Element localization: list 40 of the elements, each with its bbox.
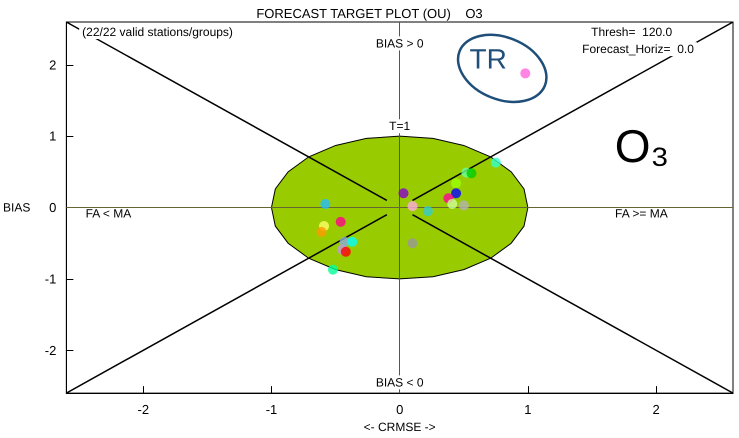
y-tick-label: 2 — [49, 57, 56, 72]
point — [451, 178, 462, 188]
y-tick-label: 1 — [49, 128, 56, 144]
annotation: FA < MA — [86, 206, 132, 220]
annotation: (22/22 valid stations/groups) — [82, 24, 233, 39]
y-axis-title: BIAS — [2, 200, 30, 215]
point — [520, 68, 530, 78]
point — [422, 206, 433, 216]
x-tick-label: 1 — [524, 402, 532, 418]
point — [490, 158, 501, 168]
point — [320, 198, 330, 209]
point — [451, 188, 462, 198]
annotation: BIAS > 0 — [376, 36, 424, 50]
x-tick-label: 0 — [396, 402, 404, 418]
chart-title: FORECAST TARGET PLOT (OU) O3 — [256, 6, 483, 21]
annotation: TR — [469, 44, 507, 75]
annotation: BIAS < 0 — [376, 375, 424, 390]
point — [340, 246, 351, 257]
y-tick-label: -2 — [44, 342, 56, 358]
annotation: Thresh= 120.0 — [591, 24, 673, 39]
point — [466, 168, 476, 178]
annotation: Forecast_Horiz= 0.0 — [582, 42, 694, 56]
point — [408, 238, 418, 248]
x-tick-label: -1 — [266, 402, 278, 418]
point — [447, 198, 458, 209]
point — [328, 264, 338, 275]
point — [398, 188, 409, 198]
x-axis-title: <- CRMSE -> — [364, 420, 436, 434]
point — [458, 200, 469, 210]
point — [347, 236, 358, 247]
x-tick-label: -2 — [137, 402, 150, 418]
y-tick-label: -1 — [44, 271, 56, 286]
y-tick-label: 0 — [49, 200, 56, 216]
point — [336, 216, 346, 227]
annotation: FA >= MA — [615, 206, 668, 220]
annotation: T=1 — [389, 119, 411, 134]
point — [316, 226, 326, 237]
annotation: O₃ — [614, 120, 670, 172]
x-tick-label: 2 — [652, 402, 660, 418]
point — [408, 201, 418, 212]
